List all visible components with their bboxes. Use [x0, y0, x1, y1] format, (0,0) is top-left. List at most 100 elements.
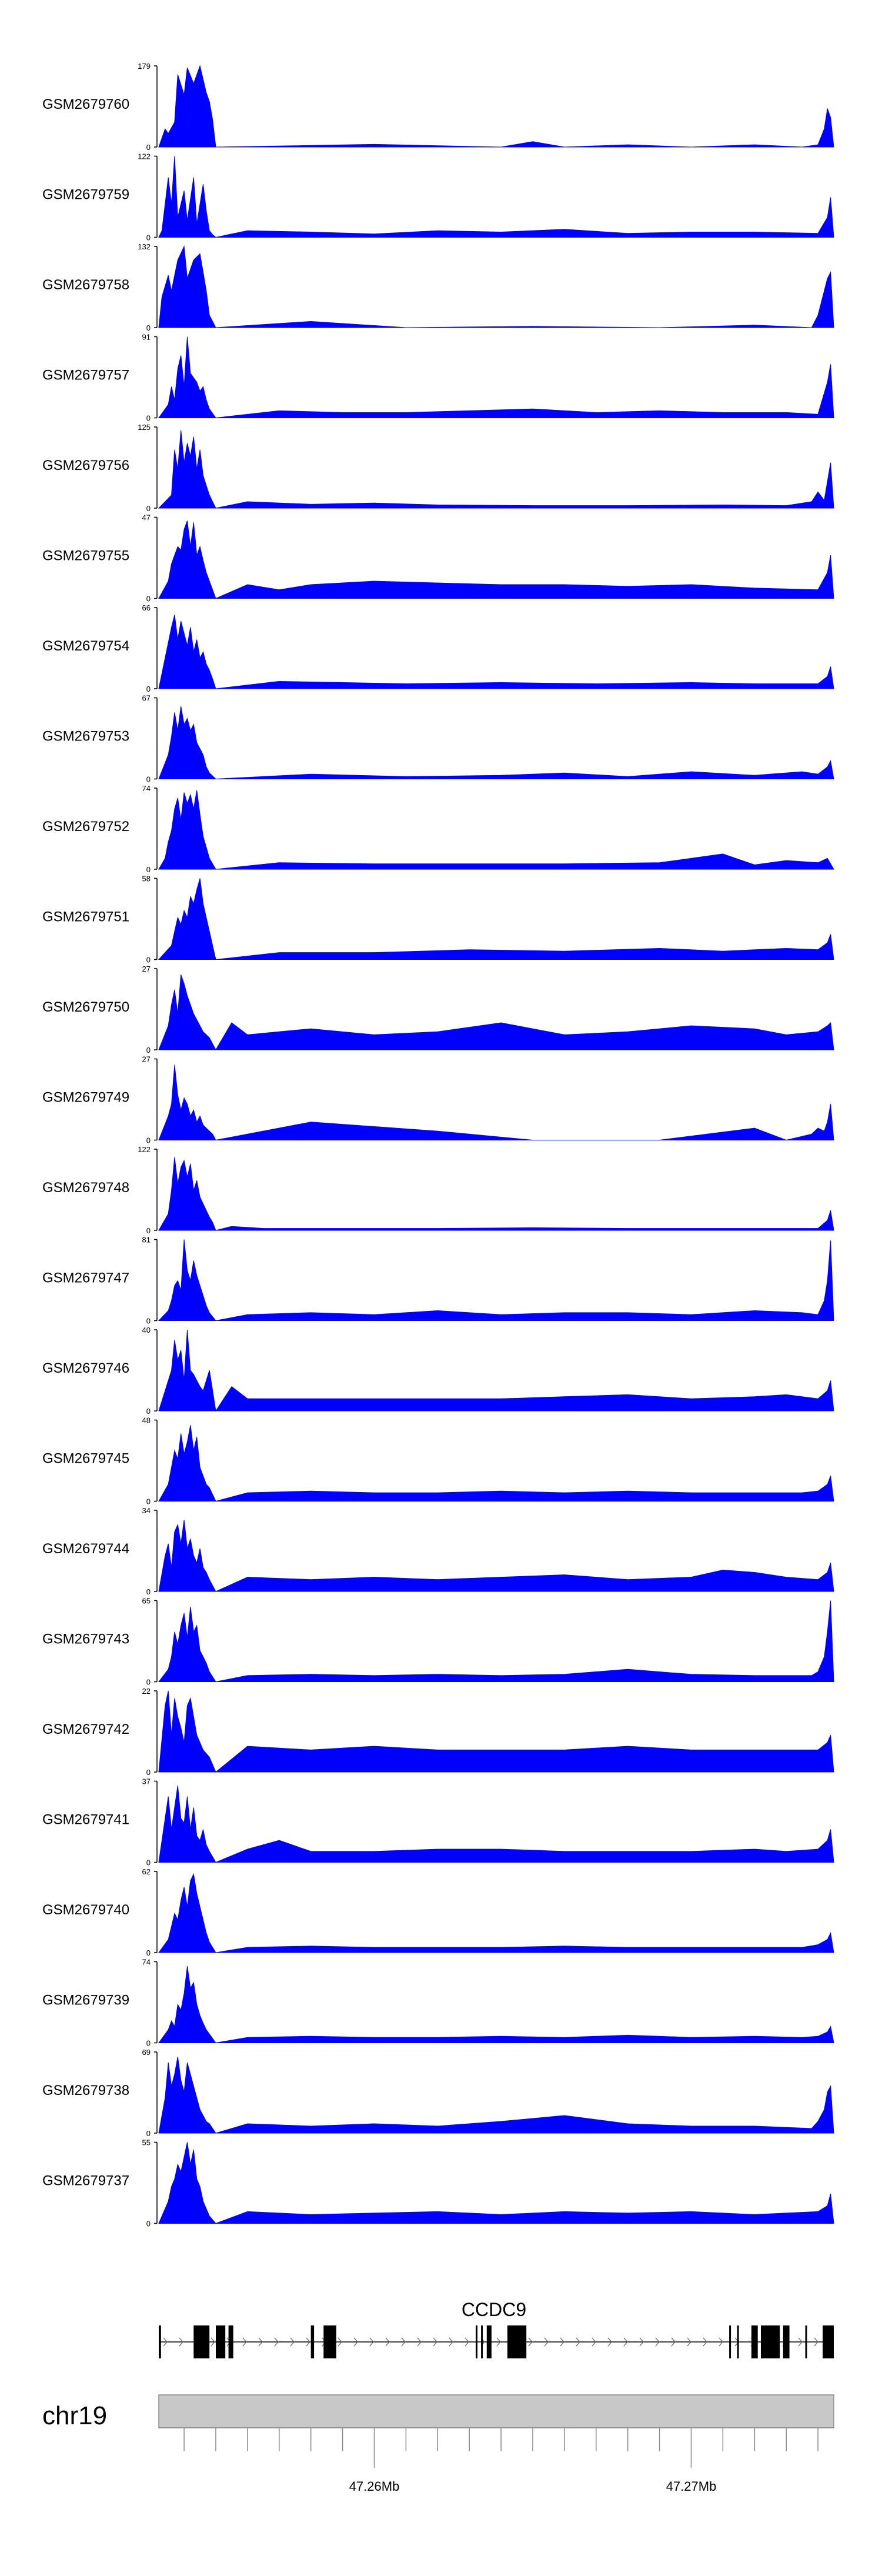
strand-arrow — [576, 2337, 580, 2347]
y-max-label: 67 — [142, 694, 151, 703]
track-label: GSM2679743 — [42, 1631, 129, 1647]
strand-arrow — [671, 2337, 676, 2347]
y-max-label: 65 — [142, 1597, 151, 1606]
track-label: GSM2679755 — [42, 548, 129, 564]
strand-arrow — [179, 2337, 183, 2347]
exon — [729, 2325, 731, 2358]
y-max-label: 22 — [142, 1687, 151, 1696]
chromosome-ideogram: chr19 47.26Mb 47.27Mb — [42, 2394, 834, 2494]
track-GSM2679755: GSM2679755 47 0 — [42, 513, 834, 603]
coverage-area — [158, 1690, 834, 1773]
genome-axis: 47.26Mb 47.27Mb — [159, 2427, 834, 2494]
y-min-label: 0 — [146, 1046, 151, 1055]
y-max-label: 66 — [142, 603, 151, 612]
track-GSM2679749: GSM2679749 27 0 — [42, 1055, 834, 1145]
gene-model — [159, 2325, 834, 2358]
strand-arrow — [798, 2337, 803, 2347]
strand-arrow — [623, 2337, 628, 2347]
coverage-area — [158, 1785, 834, 1863]
strand-arrow — [433, 2337, 437, 2347]
track-label: GSM2679737 — [42, 2173, 129, 2189]
strand-arrow — [639, 2337, 644, 2347]
y-min-label: 0 — [146, 504, 151, 513]
coverage-area — [158, 790, 834, 870]
axis-tick-label: 47.27Mb — [666, 2479, 717, 2494]
exon — [481, 2325, 483, 2358]
y-min-label: 0 — [146, 595, 151, 603]
exon — [159, 2325, 161, 2358]
chromosome-label: chr19 — [42, 2401, 107, 2430]
y-min-label: 0 — [146, 1226, 151, 1235]
y-max-label: 69 — [142, 2048, 151, 2057]
coverage-area — [158, 2056, 834, 2134]
strand-arrow — [163, 2337, 168, 2347]
y-min-label: 0 — [146, 1497, 151, 1506]
track-GSM2679759: GSM2679759 122 0 — [42, 152, 834, 242]
coverage-area — [158, 1873, 834, 1953]
coverage-area — [158, 615, 834, 689]
track-label: GSM2679741 — [42, 1812, 129, 1828]
track-label: GSM2679757 — [42, 368, 129, 383]
track-label: GSM2679753 — [42, 729, 129, 745]
coverage-area — [158, 706, 834, 780]
track-GSM2679754: GSM2679754 66 0 — [42, 603, 834, 693]
exon — [310, 2325, 315, 2358]
strand-arrow — [544, 2337, 549, 2347]
track-GSM2679748: GSM2679748 122 0 — [42, 1145, 834, 1235]
y-max-label: 37 — [142, 1777, 151, 1786]
exon — [228, 2325, 233, 2358]
strand-arrow — [353, 2337, 358, 2347]
strand-arrow — [687, 2337, 691, 2347]
track-GSM2679752: GSM2679752 74 0 — [42, 784, 834, 874]
coverage-area — [158, 1329, 834, 1412]
y-max-label: 47 — [142, 513, 151, 522]
strand-arrow — [385, 2337, 390, 2347]
track-GSM2679753: GSM2679753 67 0 — [42, 694, 834, 784]
track-GSM2679758: GSM2679758 132 0 — [42, 242, 834, 332]
exon — [805, 2325, 807, 2358]
y-max-label: 55 — [142, 2138, 151, 2147]
track-GSM2679747: GSM2679747 81 0 — [42, 1236, 834, 1326]
track-label: GSM2679754 — [42, 638, 129, 654]
y-min-label: 0 — [146, 1136, 151, 1145]
strand-arrow — [496, 2337, 501, 2347]
coverage-area — [158, 1966, 834, 2044]
strand-arrow — [290, 2337, 295, 2347]
coverage-area — [158, 2142, 834, 2224]
track-label: GSM2679760 — [42, 96, 129, 112]
track-label: GSM2679742 — [42, 1721, 129, 1737]
exon — [486, 2325, 492, 2358]
strand-arrow — [560, 2337, 564, 2347]
y-min-label: 0 — [146, 775, 151, 784]
track-GSM2679745: GSM2679745 48 0 — [42, 1416, 834, 1506]
y-min-label: 0 — [146, 685, 151, 693]
y-min-label: 0 — [146, 1407, 151, 1416]
y-max-label: 91 — [142, 333, 151, 342]
track-label: GSM2679751 — [42, 909, 129, 925]
y-max-label: 74 — [142, 1958, 151, 1967]
exon — [216, 2325, 226, 2358]
strand-arrow — [449, 2337, 453, 2347]
exon — [193, 2325, 210, 2358]
strand-arrow — [607, 2337, 612, 2347]
track-label: GSM2679739 — [42, 1993, 129, 2008]
y-max-label: 81 — [142, 1236, 151, 1244]
y-min-label: 0 — [146, 1587, 151, 1596]
track-GSM2679757: GSM2679757 91 0 — [42, 333, 834, 423]
track-GSM2679740: GSM2679740 62 0 — [42, 1867, 834, 1957]
coverage-area — [158, 336, 834, 419]
y-max-label: 58 — [142, 875, 151, 883]
y-max-label: 125 — [138, 423, 151, 432]
y-min-label: 0 — [146, 323, 151, 332]
y-max-label: 179 — [138, 62, 151, 71]
y-min-label: 0 — [146, 233, 151, 242]
coverage-area — [158, 975, 834, 1051]
strand-arrow — [211, 2337, 215, 2347]
coverage-area — [158, 1239, 834, 1322]
strand-arrow — [306, 2337, 310, 2347]
y-max-label: 27 — [142, 965, 151, 973]
coverage-area — [158, 1425, 834, 1502]
coverage-area — [158, 520, 834, 599]
exon — [783, 2325, 790, 2358]
